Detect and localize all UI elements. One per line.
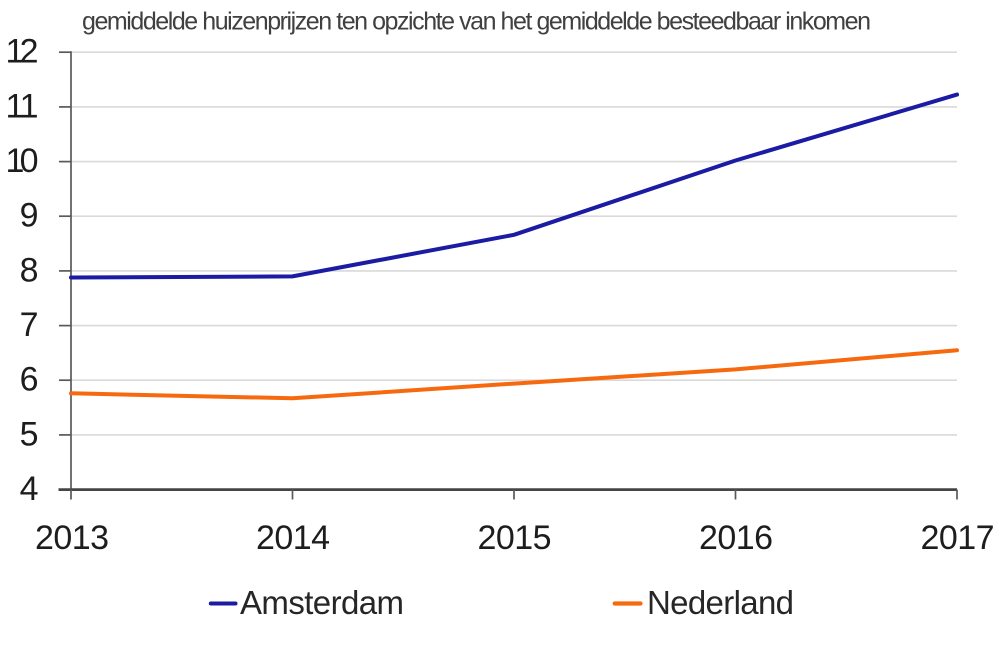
- svg-text:Amsterdam: Amsterdam: [240, 584, 404, 621]
- svg-text:2017: 2017: [921, 519, 995, 557]
- svg-text:gemiddelde huizenprijzen ten o: gemiddelde huizenprijzen ten opzichte va…: [82, 7, 871, 35]
- svg-text:11: 11: [6, 87, 39, 125]
- svg-text:5: 5: [20, 415, 39, 453]
- svg-text:2014: 2014: [256, 519, 330, 557]
- svg-text:4: 4: [20, 470, 39, 508]
- svg-text:2016: 2016: [699, 519, 773, 557]
- svg-text:8: 8: [20, 251, 39, 289]
- svg-text:2013: 2013: [35, 519, 109, 557]
- svg-text:Nederland: Nederland: [647, 584, 794, 621]
- svg-text:9: 9: [20, 197, 39, 235]
- svg-text:7: 7: [20, 306, 39, 344]
- svg-text:12: 12: [6, 33, 39, 71]
- svg-text:10: 10: [6, 142, 39, 180]
- svg-text:6: 6: [20, 361, 39, 399]
- svg-text:2015: 2015: [478, 519, 552, 557]
